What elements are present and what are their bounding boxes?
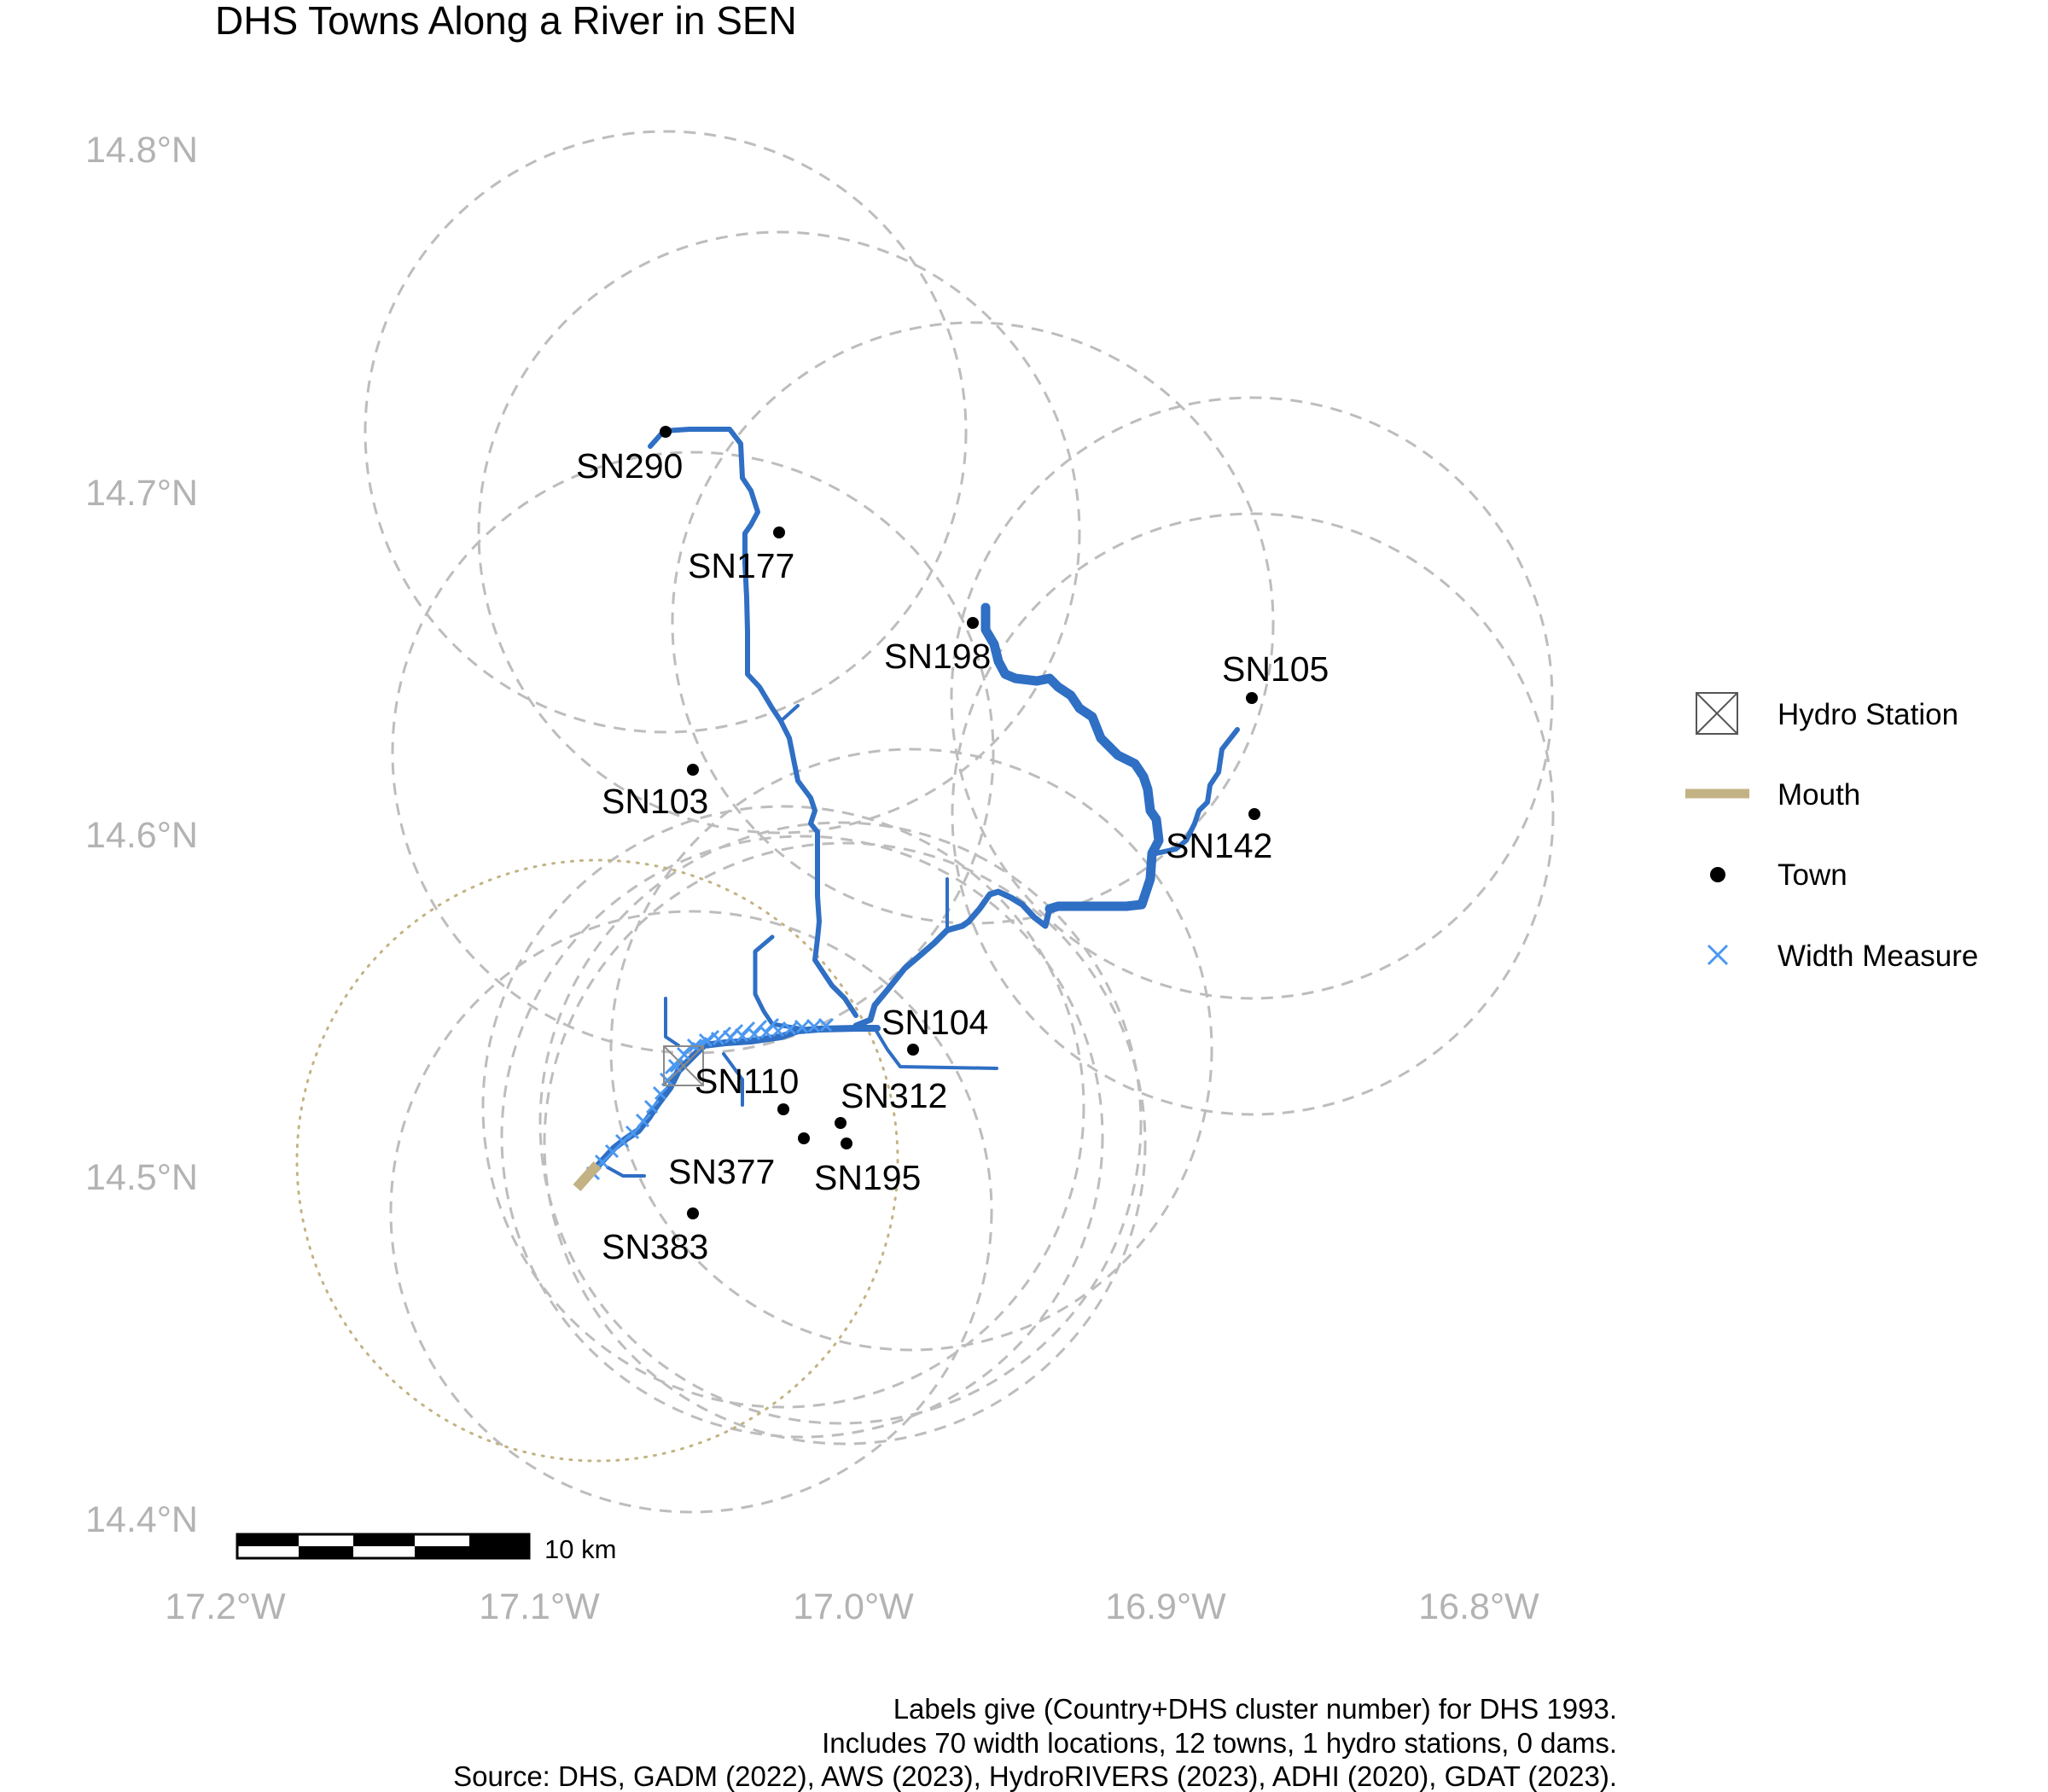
town-label-sn377: SN377 [668,1152,775,1191]
buffer-sn383 [389,910,993,1514]
y-tick-label: 14.6°N [85,815,198,856]
river-spur-6 [606,1166,646,1178]
buffer-sn104 [609,748,1213,1352]
river-spur-4 [664,997,680,1047]
x-tick-label: 17.1°W [479,1586,600,1627]
town-label-sn105: SN105 [1222,649,1329,689]
town-label-sn383: SN383 [602,1227,708,1266]
buffer-sn195 [543,841,1147,1446]
town-point-sn110 [777,1103,789,1115]
town-point-sn177 [773,527,785,538]
map-title: DHS Towns Along a River in SEN [215,0,797,43]
river-mouth [573,1161,602,1191]
legend-label-town: Town [1777,858,1847,892]
town-label-sn104: SN104 [881,1003,988,1042]
legend: Hydro Station Mouth Town Width Measure [1685,692,1978,973]
x-tick-label: 17.0°W [793,1586,914,1627]
caption-line-1: Labels give (Country+DHS cluster number)… [893,1693,1617,1725]
town-label-sn195: SN195 [814,1158,921,1197]
y-tick-label: 14.4°N [85,1499,198,1540]
river-west-branch [753,934,800,1031]
caption: Labels give (Country+DHS cluster number)… [453,1693,1617,1792]
town-points [660,426,1260,1219]
buffer-sn312 [538,821,1143,1425]
town-point-sn312 [835,1117,847,1129]
town-point-sn103 [687,764,699,776]
river-spur-1 [779,704,800,723]
legend-label-hydro-station: Hydro Station [1777,698,1958,731]
legend-label-width-measure: Width Measure [1777,940,1978,973]
town-label-sn312: SN312 [841,1076,947,1115]
river-east-branch [1154,727,1240,856]
town-label-sn177: SN177 [688,546,794,585]
x-axis-labels: 17.2°W 17.1°W 17.0°W 16.9°W 16.8°W [165,1586,1539,1627]
town-point-sn105 [1246,692,1258,704]
town-buffers [295,130,1555,1514]
river-north-branch [648,427,858,1018]
town-label-sn290: SN290 [576,446,683,486]
town-point-sn377 [798,1132,810,1144]
town-point-sn383 [687,1207,699,1219]
town-point-sn290 [660,426,672,438]
boxed-x-icon [1696,692,1738,735]
buffer-sn105 [950,396,1554,1000]
town-point-sn195 [841,1137,852,1149]
y-tick-label: 14.7°N [85,473,198,514]
buffer-sn290 [364,130,968,734]
caption-line-3: Source: DHS, GADM (2022), AWS (2023), Hy… [453,1760,1617,1792]
town-label-sn198: SN198 [884,637,991,676]
town-label-sn110: SN110 [695,1062,799,1101]
y-tick-label: 14.5°N [85,1157,198,1198]
river-middle-reach [852,888,1053,1029]
y-axis-labels: 14.8°N 14.7°N 14.6°N 14.5°N 14.4°N [85,130,198,1540]
scale-bar-label: 10 km [544,1534,616,1564]
river-spur-5 [722,1052,744,1107]
buffer-sn110 [481,805,1085,1409]
y-tick-label: 14.8°N [85,130,198,171]
buffer-sn142 [951,512,1555,1116]
x-tick-label: 17.2°W [165,1586,286,1627]
legend-label-mouth: Mouth [1777,778,1860,812]
x-tick-label: 16.8°W [1418,1586,1539,1627]
hydro-station-marker [663,1045,704,1086]
cross-icon [1707,944,1729,966]
scale-bar: 10 km [236,1533,616,1564]
town-point-sn198 [967,617,979,629]
x-tick-label: 16.9°W [1105,1586,1226,1627]
buffer-mouth [295,858,899,1463]
buffer-sn177 [477,230,1081,835]
town-label-sn142: SN142 [1166,826,1272,865]
town-label-sn103: SN103 [602,782,708,821]
river-main-stem [980,602,1164,914]
river-spur-3 [873,1027,998,1070]
caption-line-2: Includes 70 width locations, 12 towns, 1… [822,1727,1617,1759]
buffer-sn198 [671,321,1275,925]
buffer-sn103 [391,451,995,1055]
town-labels: SN290 SN177 SN198 SN105 SN103 SN142 SN10… [576,446,1329,1266]
buffer-sn377 [500,835,1104,1439]
town-point-sn142 [1248,808,1260,820]
dot-icon [1710,867,1725,882]
town-point-sn104 [907,1044,919,1056]
